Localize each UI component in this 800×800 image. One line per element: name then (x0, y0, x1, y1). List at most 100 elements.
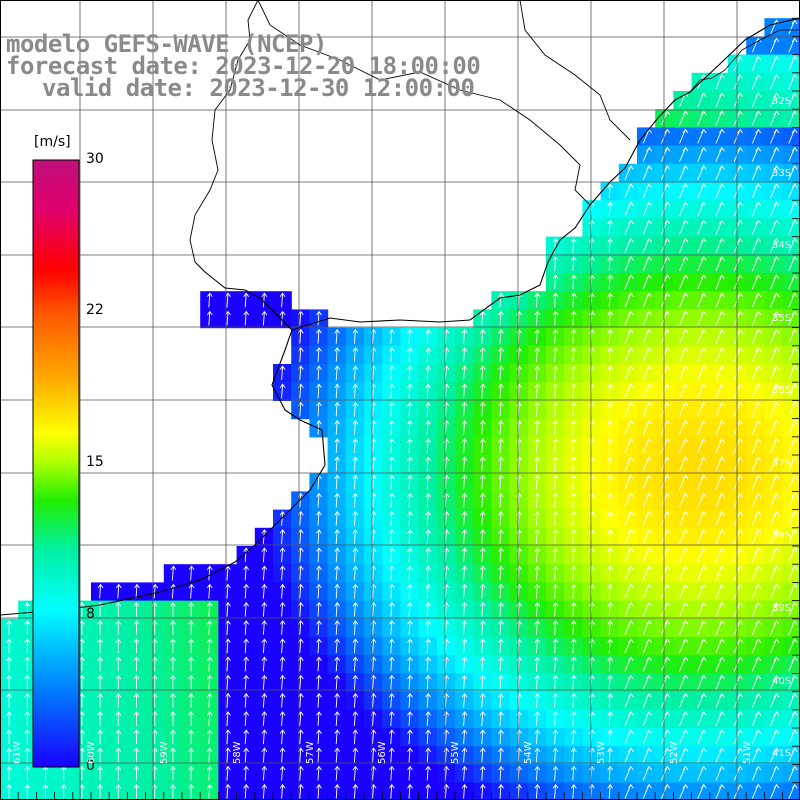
wind-arrow (60, 783, 67, 799)
wind-arrow (316, 347, 322, 362)
wind-arrow (570, 674, 577, 690)
wind-arrow (715, 274, 725, 290)
wind-arrow (552, 474, 559, 490)
wind-arrow (552, 328, 559, 344)
wind-arrow (352, 656, 359, 672)
wind-arrow (715, 128, 725, 144)
wind-arrow (479, 747, 486, 763)
wind-arrow (552, 365, 559, 381)
wind-arrow (770, 219, 780, 235)
wind-arrow (425, 383, 432, 399)
wind-arrow (624, 492, 634, 508)
wind-arrow (624, 620, 634, 636)
wind-arrow (552, 510, 559, 526)
wind-arrow (770, 729, 780, 745)
wind-arrow (624, 419, 634, 435)
wind-arrow (170, 747, 176, 763)
wind-arrow (534, 656, 541, 672)
wind-arrow (334, 729, 341, 745)
wind-arrow (206, 292, 213, 308)
wind-arrow (751, 783, 762, 799)
wind-arrow (770, 165, 780, 181)
wind-arrow (770, 492, 780, 508)
wind-arrow (770, 692, 780, 708)
wind-arrow (788, 565, 798, 581)
wind-arrow (461, 583, 468, 599)
wind-arrow (715, 783, 725, 799)
wind-arrow (316, 747, 322, 763)
wind-arrow (24, 747, 31, 763)
lon-label-51w: 51W (742, 741, 753, 764)
wind-arrow (607, 674, 614, 690)
wind-arrow (715, 146, 725, 162)
wind-arrow (388, 383, 395, 399)
wind-arrow (642, 419, 652, 435)
wind-arrow (642, 565, 652, 581)
wind-arrow (607, 183, 614, 199)
wind-arrow (679, 256, 689, 272)
wind-arrow (715, 256, 725, 272)
wind-arrow (388, 529, 395, 544)
wind-arrow (334, 383, 341, 399)
wind-arrow (715, 729, 725, 745)
wind-arrow (788, 492, 798, 508)
wind-arrow (624, 292, 634, 308)
wind-arrow (552, 347, 559, 362)
wind-arrow (607, 711, 614, 726)
wind-arrow (388, 347, 395, 362)
wind-arrow (570, 328, 577, 344)
wind-arrow (407, 383, 413, 399)
wind-arrow (534, 492, 541, 508)
wind-arrow (624, 765, 634, 781)
wind-arrow (170, 729, 176, 745)
wind-arrow (24, 601, 31, 617)
wind-arrow (498, 438, 504, 453)
wind-arrow (788, 201, 798, 217)
wind-arrow (407, 474, 413, 490)
wind-arrow (552, 656, 559, 672)
wind-arrow (206, 729, 213, 745)
wind-arrow (679, 292, 689, 308)
wind-arrow (334, 620, 341, 635)
wind-arrow (697, 565, 707, 581)
wind-arrow (788, 237, 798, 253)
wind-arrow (570, 765, 577, 781)
wind-arrow (642, 620, 652, 636)
wind-arrow (607, 547, 614, 563)
wind-arrow (316, 310, 322, 326)
wind-arrow (534, 783, 541, 799)
wind-arrow (607, 401, 614, 417)
wind-arrow (570, 783, 577, 799)
wind-arrow (679, 783, 689, 799)
wind-arrow (697, 601, 707, 617)
wind-arrow (425, 365, 432, 381)
wind-arrow (715, 438, 725, 454)
wind-arrow (607, 419, 614, 435)
wind-arrow (770, 274, 780, 290)
wind-arrow (607, 692, 614, 708)
wind-arrow (770, 110, 780, 126)
wind-arrow (770, 565, 780, 581)
wind-arrow (479, 711, 486, 726)
wind-arrow (770, 783, 780, 799)
wind-arrow (334, 583, 341, 599)
wind-arrow (261, 547, 268, 563)
lat-label-34s: 34S (772, 240, 792, 251)
wind-arrow (607, 583, 614, 599)
wind-arrow (24, 765, 31, 781)
wind-arrow (607, 474, 614, 490)
model-title: modelo GEFS-WAVE (NCEP) (6, 30, 327, 58)
wind-arrow (552, 583, 559, 599)
wind-arrow (133, 711, 140, 726)
wind-arrow (133, 638, 140, 654)
wind-arrow (261, 747, 268, 763)
wind-arrow (751, 274, 762, 290)
wind-arrow (388, 419, 395, 435)
wind-arrow (425, 674, 432, 690)
wind-arrow (788, 383, 798, 399)
wind-arrow (552, 256, 559, 271)
wind-arrow (788, 765, 798, 781)
wind-arrow (334, 492, 341, 508)
wind-arrow (788, 219, 798, 235)
